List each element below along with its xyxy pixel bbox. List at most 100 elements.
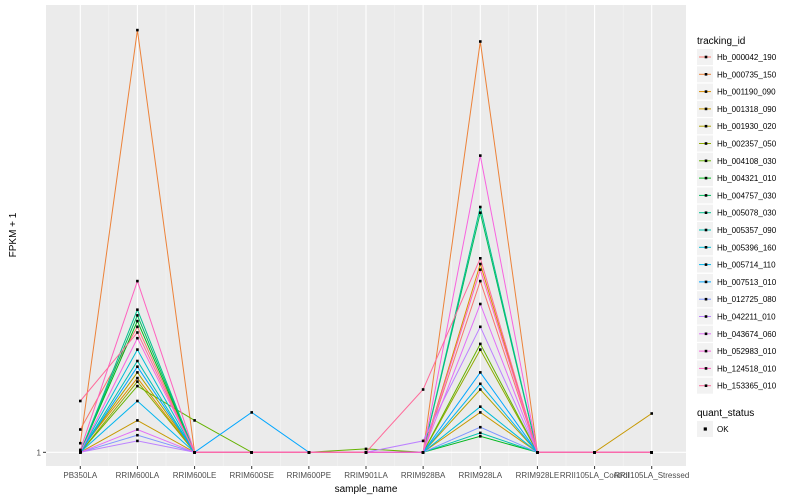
legend-key-point (704, 55, 708, 59)
x-tick-label: RRIM901LA (344, 471, 388, 480)
data-point (136, 399, 139, 403)
data-point (79, 399, 82, 403)
legend-item: Hb_004757_030 (697, 187, 777, 204)
legend-item: Hb_052983_010 (697, 343, 777, 360)
legend-item: Hb_012725_080 (697, 291, 777, 308)
legend-label: Hb_052983_010 (717, 347, 777, 356)
data-point (136, 380, 139, 383)
legend-item: Hb_001318_090 (697, 100, 777, 117)
legend-label: Hb_007513_010 (717, 278, 777, 287)
legend-label: Hb_042211_010 (717, 313, 776, 322)
data-point (79, 451, 82, 454)
data-point (479, 302, 482, 306)
data-point (479, 388, 482, 391)
legend-item: Hb_005714_110 (697, 256, 776, 273)
x-tick-label: PB350LA (63, 471, 97, 480)
legend-key-point (704, 228, 708, 232)
legend-item: Hb_002357_050 (697, 135, 777, 152)
data-point (479, 205, 482, 209)
shape-legend-title: quant_status (697, 408, 754, 419)
data-point (421, 439, 425, 443)
data-point (364, 447, 368, 451)
legend-key-point (704, 107, 708, 111)
legend-key-point (704, 124, 708, 128)
x-tick-label: RRIM600PE (287, 471, 331, 480)
legend-key-point (704, 246, 708, 249)
legend-item: Hb_153365_010 (697, 377, 777, 394)
legend-item: Hb_004108_030 (697, 152, 777, 169)
legend-label: Hb_000042_190 (717, 53, 777, 62)
data-point (136, 319, 139, 323)
data-point (136, 359, 139, 363)
legend-key-point (704, 159, 708, 163)
data-point (650, 451, 653, 454)
data-point (364, 451, 368, 454)
data-point (136, 439, 139, 443)
legend-label: Hb_004321_010 (717, 174, 777, 183)
data-point (479, 435, 482, 438)
data-point (650, 412, 653, 415)
data-point (479, 154, 482, 157)
legend-label: Hb_005714_110 (717, 261, 776, 270)
legend-key-point (704, 90, 708, 93)
data-point (250, 411, 253, 414)
legend-label: Hb_001190_090 (717, 88, 776, 97)
data-point (307, 451, 311, 454)
legend-key-point (704, 176, 708, 180)
legend-label: Hb_001318_090 (717, 105, 777, 114)
y-tick-label: 1 (37, 448, 42, 457)
data-point (193, 451, 196, 454)
shape-legend: quant_status OK (697, 408, 754, 437)
data-point (593, 451, 596, 454)
y-axis-title: FPKM + 1 (8, 212, 19, 257)
legend-item: Hb_005078_030 (697, 204, 777, 221)
legend-item: Hb_000735_150 (697, 66, 777, 83)
data-point (479, 348, 482, 351)
legend-item: Hb_005396_160 (697, 239, 777, 256)
legend-key-point (704, 194, 708, 197)
data-point (136, 308, 139, 311)
legend-label: Hb_124518_010 (717, 364, 777, 373)
data-point (136, 314, 139, 317)
x-tick-label: RRIM600LE (173, 471, 217, 480)
x-tick-label: RRIM928LA (458, 471, 502, 480)
data-point (79, 428, 82, 431)
legend-label: Hb_012725_080 (717, 295, 777, 304)
data-point (479, 211, 482, 214)
legend-label: Hb_000735_150 (717, 70, 777, 79)
legend-item: Hb_004321_010 (697, 170, 777, 187)
shape-legend-label: OK (717, 425, 729, 434)
x-tick-label: RRIM928LE (516, 471, 560, 480)
data-point (136, 279, 139, 283)
legend-key-point (704, 263, 708, 266)
data-point (136, 433, 139, 437)
legend-key-point (704, 73, 708, 76)
data-point (479, 279, 482, 283)
data-point (536, 451, 539, 454)
data-point (479, 431, 482, 435)
data-point (479, 262, 482, 266)
data-point (136, 348, 139, 351)
data-point (479, 40, 482, 43)
data-point (136, 371, 139, 374)
data-point (479, 425, 482, 429)
data-point (136, 28, 139, 32)
y-axis: 1 (37, 448, 46, 457)
legend-item: Hb_042211_010 (697, 308, 776, 325)
data-point (136, 365, 139, 368)
legend-key-point (704, 280, 708, 284)
data-point (136, 336, 139, 340)
legend-key-point (704, 142, 708, 145)
data-point (479, 371, 482, 374)
legend-key-point (704, 297, 708, 301)
legend-key-point (704, 349, 708, 353)
x-axis: PB350LA RRIM600LA RRIM600LE RRIM600SE RRIM60… (63, 466, 689, 480)
shape-legend-key-point (703, 427, 707, 431)
data-point (479, 257, 482, 260)
data-points (79, 28, 653, 454)
data-point (479, 411, 482, 414)
legend-item: Hb_007513_010 (697, 273, 777, 290)
data-point (193, 419, 196, 422)
shape-legend-item: OK (697, 421, 729, 437)
